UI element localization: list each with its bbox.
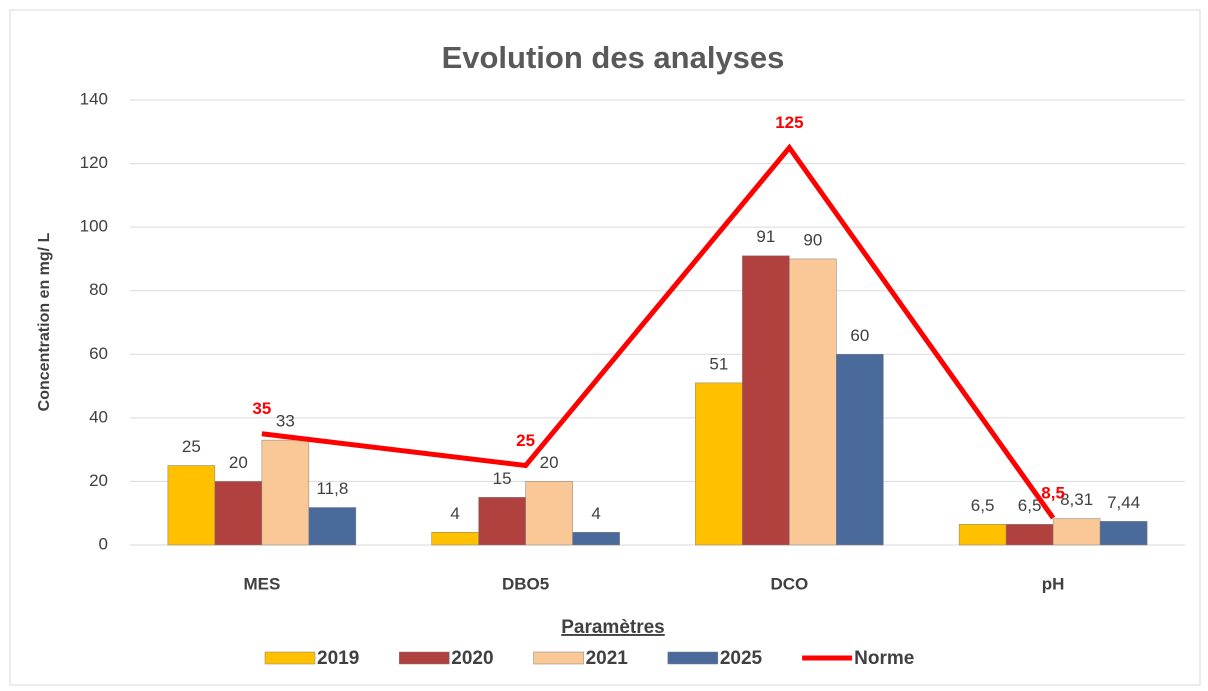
- bar: [695, 382, 743, 546]
- legend-swatch: [533, 651, 584, 665]
- legend-swatch: [399, 651, 450, 665]
- x-tick-label: MES: [243, 574, 280, 593]
- legend-label: 2025: [720, 648, 763, 669]
- bar: [214, 481, 263, 546]
- data-label: 7,44: [1107, 493, 1140, 512]
- data-label: 15: [493, 469, 512, 488]
- legend-swatch: [667, 651, 719, 665]
- data-label: 6,5: [1018, 496, 1042, 515]
- legend-label: 2021: [586, 648, 629, 669]
- bar: [431, 532, 479, 546]
- data-label: 125: [775, 113, 803, 132]
- y-tick-label: 60: [89, 344, 108, 363]
- data-label: 4: [450, 504, 459, 523]
- data-label: 51: [709, 354, 728, 373]
- x-axis-title: Paramètres: [561, 617, 665, 638]
- data-label: 6,5: [971, 496, 995, 515]
- data-label: 35: [252, 399, 271, 418]
- x-tick-label: DCO: [770, 574, 808, 593]
- x-tick-label: DBO5: [502, 574, 549, 593]
- data-label: 20: [540, 453, 559, 472]
- bar: [525, 481, 573, 546]
- chart-title: Evolution des analyses: [442, 40, 785, 75]
- bar: [789, 258, 837, 546]
- legend-swatch: [264, 651, 316, 665]
- data-label: 11,8: [316, 479, 348, 498]
- y-tick-label: 20: [89, 471, 108, 490]
- bar: [958, 524, 1007, 546]
- bar: [167, 465, 216, 546]
- data-label: 20: [229, 453, 248, 472]
- data-label: 25: [516, 431, 535, 450]
- y-tick-label: 100: [80, 217, 108, 236]
- bar: [1099, 521, 1148, 546]
- data-label: 25: [182, 437, 201, 456]
- y-tick-label: 80: [89, 280, 108, 299]
- y-tick-label: 140: [80, 89, 108, 108]
- bar: [478, 497, 526, 546]
- bar: [742, 255, 790, 546]
- bar: [308, 507, 357, 546]
- data-label: 4: [591, 504, 600, 523]
- y-tick-label: 120: [80, 153, 108, 172]
- x-tick-label: pH: [1042, 574, 1065, 593]
- bar: [1052, 518, 1101, 546]
- data-label: 8,31: [1060, 490, 1093, 509]
- data-label: 33: [276, 412, 295, 431]
- y-tick-label: 40: [89, 407, 108, 426]
- bar: [1005, 524, 1054, 546]
- data-label: 91: [756, 227, 775, 246]
- legend-label: Norme: [854, 648, 914, 669]
- bar: [836, 354, 884, 546]
- legend-label: 2019: [317, 648, 359, 669]
- data-label: 8,5: [1041, 483, 1065, 502]
- bar: [261, 439, 310, 546]
- legend-label: 2020: [451, 648, 493, 669]
- line: [261, 143, 1056, 520]
- bar: [572, 532, 620, 546]
- data-label: 60: [850, 326, 869, 345]
- chart-frame: [9, 9, 1201, 686]
- data-label: 90: [803, 230, 822, 249]
- y-axis-title: Concentration en mg/ L: [36, 232, 53, 411]
- y-tick-label: 0: [99, 534, 108, 553]
